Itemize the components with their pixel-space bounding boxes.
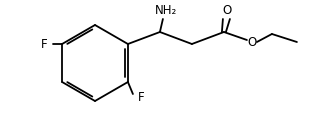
Text: F: F <box>138 91 145 104</box>
Text: O: O <box>247 35 257 48</box>
Text: O: O <box>222 3 232 17</box>
Text: F: F <box>41 38 47 51</box>
Text: NH₂: NH₂ <box>155 5 177 18</box>
